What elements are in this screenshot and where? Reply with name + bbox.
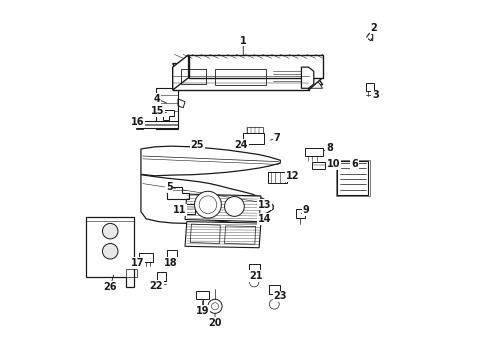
Polygon shape [189, 55, 322, 78]
Text: 19: 19 [196, 306, 209, 316]
Polygon shape [268, 172, 287, 183]
Text: 10: 10 [326, 159, 340, 169]
Polygon shape [305, 148, 322, 156]
Text: 6: 6 [351, 159, 358, 169]
Circle shape [195, 191, 221, 218]
Text: 4: 4 [153, 94, 160, 104]
Text: 23: 23 [273, 292, 287, 301]
Polygon shape [172, 67, 322, 88]
Text: 2: 2 [370, 23, 377, 33]
Polygon shape [312, 162, 325, 170]
Circle shape [224, 197, 245, 216]
Text: 21: 21 [249, 271, 262, 281]
Polygon shape [185, 222, 261, 248]
Text: 26: 26 [103, 282, 117, 292]
Circle shape [102, 243, 118, 259]
Circle shape [208, 299, 222, 313]
Polygon shape [301, 67, 314, 88]
Text: 24: 24 [235, 140, 248, 150]
Text: 22: 22 [149, 281, 163, 291]
Polygon shape [86, 217, 134, 287]
Text: 7: 7 [273, 133, 280, 143]
Text: 17: 17 [131, 258, 144, 268]
Polygon shape [172, 55, 189, 90]
Text: 13: 13 [258, 200, 271, 210]
Text: 8: 8 [326, 143, 333, 153]
Polygon shape [196, 291, 209, 299]
Polygon shape [186, 204, 195, 213]
Polygon shape [172, 67, 309, 90]
Polygon shape [167, 250, 177, 259]
Polygon shape [366, 83, 374, 91]
Polygon shape [157, 273, 166, 280]
Text: 16: 16 [131, 117, 144, 127]
Polygon shape [248, 264, 260, 272]
Text: 11: 11 [173, 205, 187, 215]
Text: 18: 18 [164, 258, 178, 268]
Text: 14: 14 [258, 214, 271, 224]
Text: 12: 12 [286, 171, 299, 181]
Text: 9: 9 [302, 205, 309, 215]
Text: 5: 5 [166, 182, 172, 192]
Polygon shape [167, 187, 189, 199]
Polygon shape [163, 111, 174, 120]
Polygon shape [243, 134, 265, 144]
Polygon shape [296, 209, 305, 218]
Polygon shape [269, 285, 280, 294]
Text: 25: 25 [191, 140, 204, 150]
Polygon shape [172, 64, 322, 85]
Polygon shape [139, 253, 152, 262]
Polygon shape [338, 161, 368, 195]
Polygon shape [141, 146, 280, 176]
Circle shape [102, 224, 118, 239]
Text: 1: 1 [240, 36, 246, 46]
Text: 20: 20 [208, 318, 222, 328]
Polygon shape [156, 87, 178, 129]
Polygon shape [309, 55, 322, 90]
Text: 3: 3 [372, 90, 379, 100]
Polygon shape [141, 175, 273, 224]
Polygon shape [137, 121, 178, 128]
Text: 15: 15 [151, 106, 164, 116]
Polygon shape [185, 194, 261, 222]
